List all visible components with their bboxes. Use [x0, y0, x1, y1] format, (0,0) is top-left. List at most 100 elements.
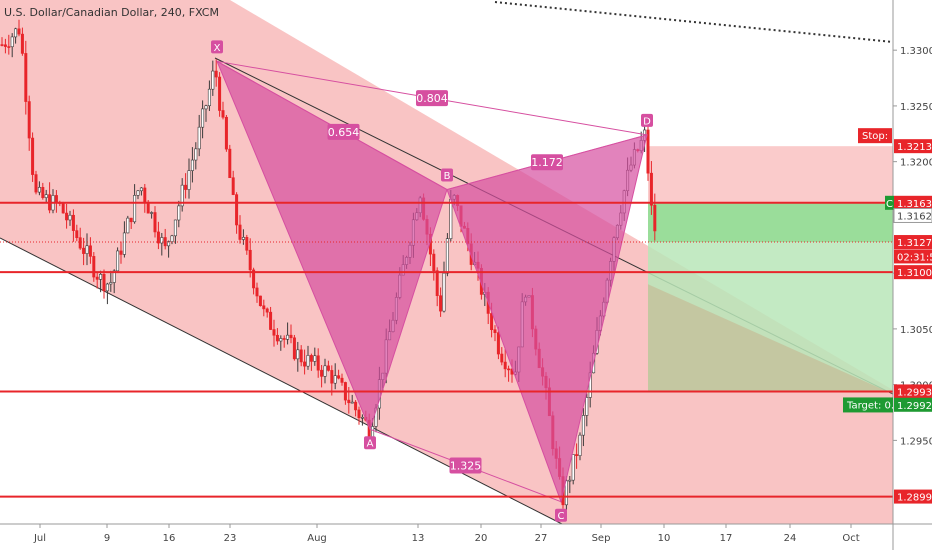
- candle-body: [303, 361, 307, 367]
- candle-body: [435, 270, 439, 297]
- point-badge: [364, 436, 376, 450]
- candle-body: [184, 184, 188, 190]
- candle-body: [347, 399, 351, 404]
- stop-label: Stop:: [862, 131, 888, 142]
- candle-body: [61, 202, 65, 214]
- candle-body: [112, 270, 116, 283]
- price-label-bg: [894, 384, 932, 399]
- candle-body: [286, 334, 290, 340]
- point-label-d: D: [643, 116, 651, 127]
- candle-body: [214, 70, 218, 78]
- channel-lower-line: [0, 237, 563, 525]
- candle-body: [102, 273, 106, 292]
- candle-body: [333, 375, 337, 384]
- candle-body: [88, 245, 92, 257]
- x-tick-label: 20: [475, 533, 488, 544]
- candle-body: [646, 129, 650, 174]
- candle-body: [449, 198, 453, 239]
- candle-body: [173, 219, 177, 237]
- y-tick-label: 1.33000: [900, 46, 932, 57]
- y-tick-label: 1.29500: [900, 436, 932, 447]
- entry-marker: C: [886, 199, 893, 210]
- candle-body: [180, 184, 184, 207]
- candle-body: [146, 201, 150, 214]
- ratio-badge: [416, 90, 448, 107]
- time-axis-bg: [0, 524, 932, 550]
- candle-body: [581, 415, 585, 436]
- candle-body: [265, 308, 269, 313]
- x-tick-label: 24: [784, 533, 797, 544]
- stop-label-bg: [858, 128, 892, 144]
- candle-body: [7, 46, 11, 48]
- candle-body: [442, 272, 446, 312]
- x-tick-label: 23: [224, 533, 237, 544]
- candle-body: [493, 329, 497, 333]
- candle-body: [54, 195, 58, 203]
- candle-body: [201, 108, 205, 128]
- candle-body: [320, 369, 324, 377]
- candle-body: [439, 295, 443, 312]
- candle-body: [133, 195, 137, 223]
- candle-body: [24, 53, 28, 102]
- price-label: 1.32139: [897, 142, 932, 153]
- candle-body: [313, 355, 317, 362]
- candle-body: [578, 434, 582, 456]
- candle-body: [31, 137, 35, 175]
- candle-body: [289, 334, 293, 339]
- price-label: 1.31009: [897, 268, 932, 279]
- price-label-bg: [894, 397, 932, 412]
- candle-body: [75, 230, 79, 238]
- open-profit-zone: [648, 202, 893, 243]
- price-label: 02:31:53: [897, 252, 932, 263]
- candle-body: [78, 237, 82, 249]
- candle-body: [105, 283, 109, 292]
- candle-body: [299, 349, 303, 363]
- target-label-bg: [843, 397, 893, 413]
- candle-body: [316, 355, 320, 371]
- price-label-bg: [894, 265, 932, 280]
- x-tick-label: Jul: [33, 533, 46, 544]
- candle-body: [221, 110, 225, 118]
- candle-body: [143, 187, 147, 203]
- candle-body: [228, 148, 232, 179]
- candle-body: [262, 305, 266, 310]
- point-badge: [441, 168, 453, 182]
- y-tick-label: 1.32500: [900, 102, 932, 113]
- candle-body: [177, 205, 181, 221]
- candle-body: [503, 361, 507, 370]
- candle-body: [92, 256, 96, 278]
- candle-body: [323, 365, 327, 377]
- point-label-c: C: [558, 511, 565, 522]
- candle-body: [95, 276, 99, 280]
- candle-body: [153, 212, 157, 233]
- candle-body: [190, 159, 194, 171]
- candle-body: [500, 353, 504, 363]
- stop-zone: [648, 146, 893, 203]
- candle-body: [170, 235, 174, 242]
- candle-body: [330, 370, 334, 384]
- x-tick-label: 10: [658, 533, 671, 544]
- candle-body: [156, 231, 160, 244]
- candle-body: [585, 397, 589, 416]
- candle-body: [432, 253, 436, 272]
- point-badge: [641, 113, 653, 127]
- x-tick-label: 13: [412, 533, 425, 544]
- candle-body: [255, 287, 259, 297]
- candle-body: [241, 237, 245, 240]
- candle-body: [129, 217, 133, 223]
- ratio-badge: [449, 457, 482, 474]
- candle-body: [65, 212, 69, 221]
- point-label-x: X: [214, 43, 221, 54]
- candle-body: [204, 105, 208, 110]
- x-tick-label: 9: [104, 533, 110, 544]
- target-label: Target: 0.: [846, 400, 894, 411]
- candle-body: [326, 365, 330, 371]
- candle-body: [194, 148, 198, 161]
- x-tick-label: Sep: [592, 533, 611, 544]
- candle-body: [150, 212, 154, 214]
- price-label-bg: [893, 207, 932, 223]
- candle-body: [85, 245, 89, 254]
- candle-body: [252, 269, 256, 289]
